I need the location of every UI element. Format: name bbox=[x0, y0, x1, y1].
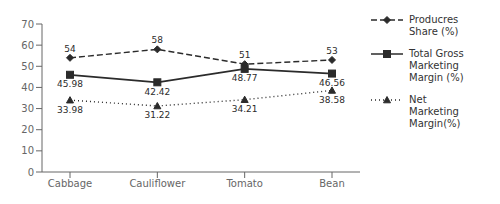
svg-text:Tomato: Tomato bbox=[225, 178, 262, 189]
svg-text:70: 70 bbox=[21, 19, 34, 30]
svg-text:31.22: 31.22 bbox=[144, 110, 170, 120]
svg-text:51: 51 bbox=[239, 50, 250, 60]
svg-text:53: 53 bbox=[326, 46, 337, 56]
svg-text:Cauliflower: Cauliflower bbox=[129, 178, 186, 189]
svg-text:10: 10 bbox=[21, 145, 34, 156]
svg-text:46.56: 46.56 bbox=[319, 78, 345, 88]
svg-text:60: 60 bbox=[21, 40, 34, 51]
svg-text:Bean: Bean bbox=[319, 178, 344, 189]
svg-text:0: 0 bbox=[28, 167, 34, 178]
svg-text:54: 54 bbox=[64, 44, 76, 54]
svg-text:45.98: 45.98 bbox=[57, 79, 83, 89]
html-text:Total Gross Marketing Margin (: Total Gross Marketing Margin (%) bbox=[409, 48, 464, 83]
svg-text:Cabbage: Cabbage bbox=[48, 178, 92, 189]
svg-text:33.98: 33.98 bbox=[57, 105, 83, 115]
html-text:Net Marketing Margin(%): Net Marketing Margin(%) bbox=[409, 94, 461, 129]
svg-text:34.21: 34.21 bbox=[232, 104, 258, 114]
svg-text:50: 50 bbox=[21, 61, 34, 72]
svg-text:48.77: 48.77 bbox=[232, 73, 258, 83]
svg-text:38.58: 38.58 bbox=[319, 95, 345, 105]
svg-text:30: 30 bbox=[21, 103, 34, 114]
svg-text:58: 58 bbox=[152, 35, 164, 45]
svg-text:40: 40 bbox=[21, 82, 34, 93]
svg-text:20: 20 bbox=[21, 124, 34, 135]
html-text:Producres Share (%): Producres Share (%) bbox=[409, 14, 459, 37]
svg-text:42.42: 42.42 bbox=[144, 87, 170, 97]
